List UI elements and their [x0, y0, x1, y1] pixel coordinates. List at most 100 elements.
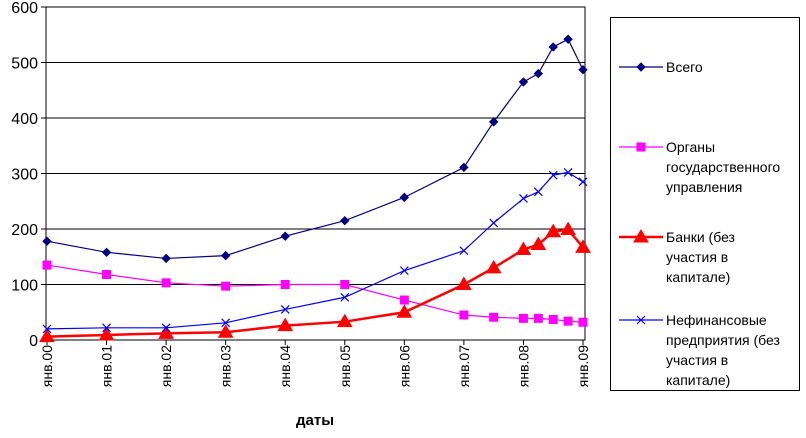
data-point [548, 314, 558, 324]
x-tick-label: янв.00 [39, 345, 55, 387]
data-point [519, 194, 528, 203]
data-point [399, 266, 409, 276]
x-tick-label: янв.09 [575, 345, 591, 387]
x-tick-label: янв.05 [337, 345, 353, 387]
data-point [340, 292, 350, 302]
data-point [459, 246, 469, 256]
legend-label: Банки (без участия в капитале) [666, 227, 796, 287]
legend-label: Всего [666, 57, 796, 77]
legend-marker [636, 62, 646, 72]
series-line [46, 264, 584, 323]
data-point [563, 167, 573, 177]
legend-label: Нефинансовые предприятия (без участия в кап… [666, 310, 796, 390]
legend-label-line: Нефинансовые [666, 312, 767, 328]
legend-label-line: капитале) [666, 372, 731, 388]
data-point [217, 324, 234, 338]
data-point [396, 304, 413, 318]
legend-label: Органы государственного управления [666, 137, 796, 197]
y-tick-label: 600 [11, 0, 38, 17]
data-point [578, 177, 588, 187]
data-point [399, 295, 409, 305]
legend-marker [636, 315, 646, 325]
data-point [340, 280, 350, 289]
data-point [161, 323, 171, 333]
data-point [280, 305, 290, 314]
data-point [280, 231, 290, 241]
data-point [518, 313, 528, 323]
data-point [158, 325, 174, 339]
y-tick-label: 400 [11, 111, 38, 128]
x-tick-label: янв.07 [456, 345, 472, 387]
data-point [161, 253, 171, 264]
legend-label-line: Банки (без [666, 229, 735, 245]
data-point [545, 223, 562, 238]
data-point [42, 260, 52, 270]
x-tick-label: янв.03 [218, 345, 234, 387]
data-point [102, 323, 111, 333]
data-point [221, 318, 231, 328]
data-point [98, 327, 115, 341]
data-point [42, 236, 52, 246]
legend-label-line: государственного [666, 159, 781, 175]
legend: Всего Органы государственного управления Бан… [610, 17, 800, 391]
data-point [485, 259, 502, 274]
data-point [488, 117, 499, 127]
x-tick-label: янв.01 [99, 345, 115, 387]
data-point [340, 215, 350, 226]
x-tick-label: янв.08 [515, 345, 531, 387]
y-tick-label: 0 [29, 333, 38, 350]
data-point [563, 316, 573, 326]
x-tick-label: янв.06 [396, 345, 412, 387]
series-line [46, 38, 584, 260]
data-point [548, 42, 558, 52]
data-point [459, 162, 469, 173]
legend-label-line: Всего [666, 59, 703, 75]
y-tick-label: 200 [11, 222, 38, 239]
x-axis-title: даты [295, 412, 335, 429]
data-point [277, 317, 294, 332]
x-tick-label: янв.04 [277, 345, 293, 387]
legend-label-line: Органы [666, 139, 716, 155]
data-point [489, 218, 499, 228]
data-point [578, 65, 588, 75]
data-point [280, 280, 290, 289]
y-tick-label: 500 [11, 56, 38, 73]
legend-label-line: участия в [666, 352, 729, 368]
y-tick-label: 100 [11, 278, 38, 295]
legend-swatch [619, 142, 663, 152]
legend-marker [636, 142, 646, 152]
data-point [399, 192, 410, 203]
legend-label-line: управления [666, 179, 743, 195]
data-point [533, 313, 543, 323]
data-point [220, 250, 231, 261]
data-point [101, 247, 112, 258]
data-point [518, 77, 529, 87]
data-point [530, 236, 547, 251]
legend-swatch [619, 229, 663, 243]
legend-label-line: предприятия (без [666, 332, 780, 348]
data-point [456, 276, 472, 290]
data-point [221, 281, 231, 291]
legend-label-line: капитале) [666, 269, 731, 285]
data-point [578, 317, 588, 327]
x-tick-label: янв.02 [158, 345, 174, 387]
legend-swatch [619, 62, 663, 72]
data-point [459, 310, 469, 320]
data-point [515, 241, 532, 256]
legend-marker [633, 229, 649, 243]
data-point [42, 324, 52, 334]
data-point [39, 328, 55, 343]
series-line [46, 228, 584, 338]
data-point [533, 68, 544, 79]
data-point [489, 312, 499, 322]
data-point [563, 34, 573, 44]
data-point [533, 187, 543, 197]
data-point [161, 278, 171, 288]
data-point [336, 313, 353, 328]
data-point [575, 239, 591, 253]
data-point [548, 170, 558, 180]
data-point [560, 221, 576, 236]
data-point [102, 270, 112, 280]
